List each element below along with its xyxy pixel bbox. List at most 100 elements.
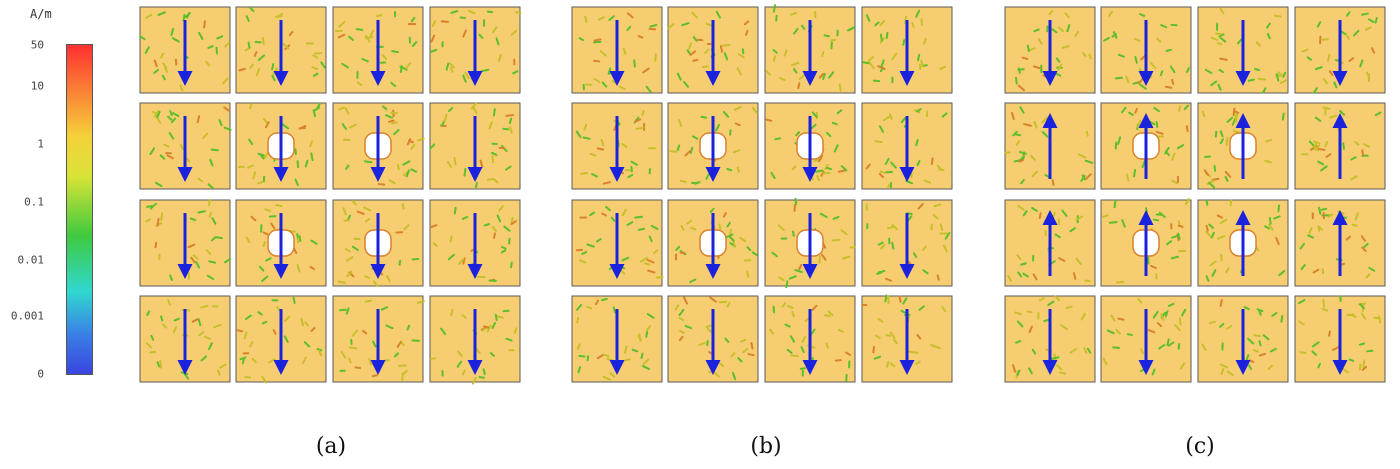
field-vector (249, 103, 253, 110)
field-vector (150, 334, 155, 341)
field-vector (488, 121, 493, 130)
field-vector (819, 212, 828, 219)
field-vector (1007, 274, 1013, 282)
field-vector (416, 300, 425, 304)
field-vector (623, 358, 631, 362)
field-vector (265, 257, 272, 262)
field-vector (1174, 324, 1181, 332)
field-vector (510, 261, 513, 269)
field-vector (492, 108, 496, 117)
field-vector (1166, 338, 1170, 347)
field-vector (1220, 368, 1225, 375)
field-vector (249, 63, 254, 69)
field-vector (751, 251, 758, 257)
field-vector (244, 47, 250, 52)
field-vector (1220, 37, 1227, 43)
unit-cell (139, 6, 231, 94)
field-vector (1257, 77, 1267, 81)
field-vector (245, 236, 251, 244)
unit-cell (1100, 295, 1192, 383)
field-vector (1279, 79, 1287, 85)
field-vector (475, 347, 481, 355)
field-vector (791, 62, 800, 66)
scale-tick-label: 50 (30, 38, 44, 52)
field-vector (1218, 33, 1225, 38)
field-vector (1313, 145, 1320, 152)
field-vector (204, 335, 211, 340)
field-vector (917, 53, 921, 62)
field-vector (1010, 111, 1015, 121)
unit-cell (667, 6, 759, 94)
unit-cell (571, 295, 663, 383)
field-vector (1203, 169, 1210, 176)
field-vector (1205, 275, 1210, 282)
field-vector (1366, 349, 1374, 353)
field-vector (810, 123, 817, 130)
field-vector (275, 204, 283, 208)
field-vector (311, 66, 319, 70)
field-vector (1108, 10, 1113, 17)
field-vector (786, 348, 793, 354)
field-vector (726, 301, 731, 308)
field-vector (1205, 199, 1209, 206)
field-vector (688, 42, 692, 50)
field-vector (1020, 262, 1027, 266)
field-vector (253, 51, 258, 57)
field-vector (1164, 85, 1173, 89)
field-vector (622, 47, 627, 55)
field-vector (301, 356, 307, 365)
field-vector (1361, 365, 1368, 371)
field-vector (1141, 160, 1146, 169)
field-vector (747, 353, 755, 357)
field-vector (917, 203, 924, 210)
field-vector (583, 123, 588, 131)
field-vector (580, 171, 589, 175)
field-vector (1210, 231, 1216, 239)
field-vector (463, 167, 467, 177)
field-vector (1358, 342, 1366, 346)
field-vector (1211, 177, 1220, 181)
field-vector (889, 331, 896, 339)
field-vector (1064, 12, 1070, 19)
field-vector (715, 123, 721, 132)
field-vector (600, 138, 605, 147)
field-vector (1339, 295, 1342, 302)
field-vector (364, 275, 371, 279)
unit-cell (571, 6, 663, 94)
field-vector (493, 232, 496, 239)
field-vector (1204, 155, 1211, 159)
field-vector (874, 140, 883, 144)
field-vector (1084, 159, 1094, 164)
field-vector (495, 37, 500, 46)
field-vector (1324, 140, 1329, 148)
field-vector (1183, 104, 1189, 111)
field-vector (1150, 264, 1157, 269)
field-vector (362, 329, 368, 335)
field-vector (364, 299, 372, 303)
field-vector (1342, 142, 1345, 150)
field-vector (932, 213, 939, 220)
field-vector (1022, 151, 1026, 160)
field-vector (1022, 210, 1028, 217)
field-vector (842, 255, 851, 260)
field-vector (1171, 235, 1179, 239)
field-vector (312, 54, 319, 59)
field-vector (277, 12, 284, 18)
field-vector (1033, 120, 1038, 129)
field-vector (732, 149, 741, 154)
field-vector (189, 217, 196, 222)
field-vector (471, 376, 477, 385)
field-vector (1313, 140, 1321, 145)
field-vector (198, 31, 204, 41)
field-vector (811, 111, 818, 118)
field-vector (1258, 340, 1262, 347)
field-vector (1322, 77, 1329, 85)
field-vector (1038, 297, 1045, 302)
field-vector (441, 120, 445, 127)
field-vector (508, 117, 513, 125)
field-vector (825, 342, 829, 349)
field-vector (923, 179, 932, 184)
field-vector (298, 235, 302, 243)
field-vector (637, 35, 644, 39)
field-vector (1298, 299, 1306, 305)
